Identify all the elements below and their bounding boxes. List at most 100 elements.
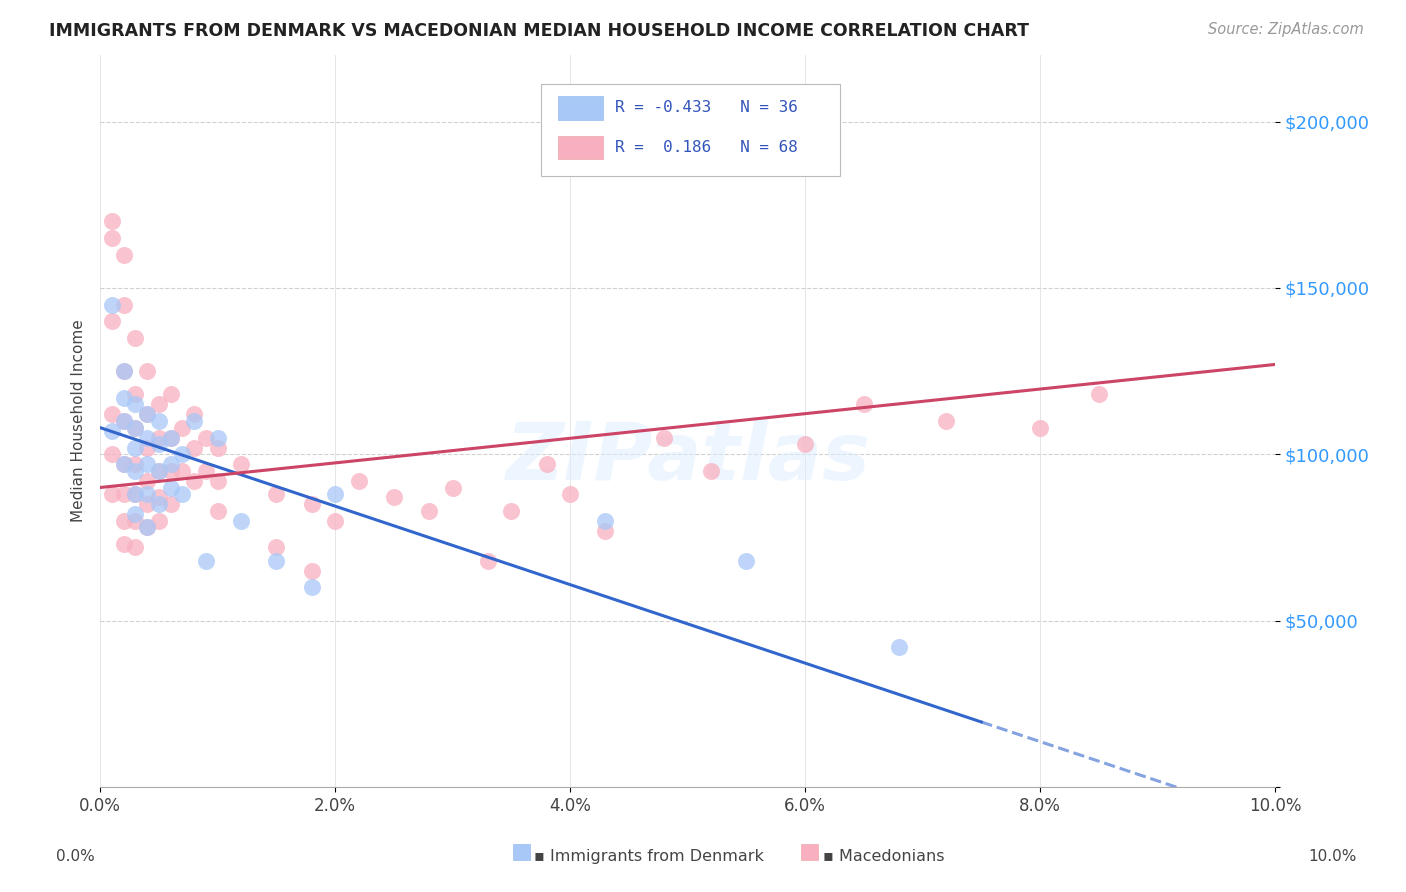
Point (124, 514, 146, 528)
Point (172, 447, 194, 461)
Point (112, 248, 135, 262)
Point (794, 437, 817, 451)
Point (112, 414, 135, 428)
Point (112, 537, 135, 551)
Point (477, 554, 499, 568)
Point (935, 414, 957, 428)
FancyBboxPatch shape (541, 85, 841, 176)
Point (207, 431, 229, 445)
Point (172, 487, 194, 501)
Point (136, 487, 159, 501)
Point (136, 520, 159, 534)
Point (124, 457, 146, 471)
Text: ZIPatlas: ZIPatlas (505, 418, 870, 497)
Point (159, 431, 181, 445)
Point (207, 474, 229, 488)
Point (207, 504, 229, 518)
Point (735, 554, 758, 568)
Point (124, 420, 146, 434)
Point (301, 564, 323, 578)
Point (136, 474, 159, 488)
Point (101, 214, 124, 228)
Point (148, 397, 170, 411)
Point (159, 431, 181, 445)
Point (194, 431, 217, 445)
Point (194, 464, 217, 478)
Point (266, 487, 288, 501)
Point (172, 464, 194, 478)
Point (112, 514, 135, 528)
Point (136, 457, 159, 471)
Y-axis label: Median Household Income: Median Household Income (72, 319, 86, 523)
FancyBboxPatch shape (513, 844, 530, 860)
Point (558, 487, 581, 501)
Point (323, 514, 346, 528)
Point (112, 457, 135, 471)
Point (652, 431, 675, 445)
Point (301, 497, 323, 511)
Text: IMMIGRANTS FROM DENMARK VS MACEDONIAN MEDIAN HOUSEHOLD INCOME CORRELATION CHART: IMMIGRANTS FROM DENMARK VS MACEDONIAN ME… (49, 22, 1029, 40)
Point (148, 497, 170, 511)
Point (159, 387, 181, 401)
Point (183, 441, 205, 455)
Point (124, 487, 146, 501)
Point (136, 497, 159, 511)
Point (700, 464, 723, 478)
Point (887, 640, 910, 655)
Point (124, 331, 146, 345)
Point (112, 364, 135, 378)
Point (112, 391, 135, 405)
Point (101, 231, 124, 245)
Point (148, 514, 170, 528)
Point (501, 504, 523, 518)
Point (136, 431, 159, 445)
Point (112, 414, 135, 428)
Point (229, 457, 252, 471)
Point (101, 314, 124, 328)
Point (148, 464, 170, 478)
Point (124, 397, 146, 411)
Point (124, 541, 146, 555)
Point (347, 474, 370, 488)
Point (159, 457, 181, 471)
Point (112, 364, 135, 378)
Point (266, 541, 288, 555)
Point (418, 504, 440, 518)
Point (101, 424, 124, 438)
Point (124, 420, 146, 434)
Text: 0.0%: 0.0% (56, 849, 96, 863)
FancyBboxPatch shape (558, 136, 603, 159)
Point (183, 474, 205, 488)
Point (1029, 420, 1052, 434)
Text: ▪ Immigrants from Denmark: ▪ Immigrants from Denmark (534, 849, 763, 863)
Point (159, 464, 181, 478)
Point (101, 487, 124, 501)
Text: Source: ZipAtlas.com: Source: ZipAtlas.com (1208, 22, 1364, 37)
Point (136, 520, 159, 534)
Point (124, 441, 146, 455)
Point (112, 487, 135, 501)
Point (183, 408, 205, 422)
Point (148, 491, 170, 505)
FancyBboxPatch shape (558, 96, 603, 120)
Point (101, 408, 124, 422)
Text: R =  0.186   N = 68: R = 0.186 N = 68 (614, 140, 797, 155)
Point (301, 580, 323, 594)
Text: ▪ Macedonians: ▪ Macedonians (823, 849, 943, 863)
Point (595, 524, 617, 538)
Point (266, 554, 288, 568)
Point (112, 457, 135, 471)
Point (172, 420, 194, 434)
Point (136, 364, 159, 378)
Point (148, 437, 170, 451)
Point (112, 297, 135, 311)
Point (101, 297, 124, 311)
Text: R = -0.433   N = 36: R = -0.433 N = 36 (614, 100, 797, 115)
Point (148, 464, 170, 478)
Text: 10.0%: 10.0% (1309, 849, 1357, 863)
Point (382, 491, 405, 505)
Point (159, 497, 181, 511)
Point (323, 487, 346, 501)
Point (124, 487, 146, 501)
Point (852, 397, 875, 411)
